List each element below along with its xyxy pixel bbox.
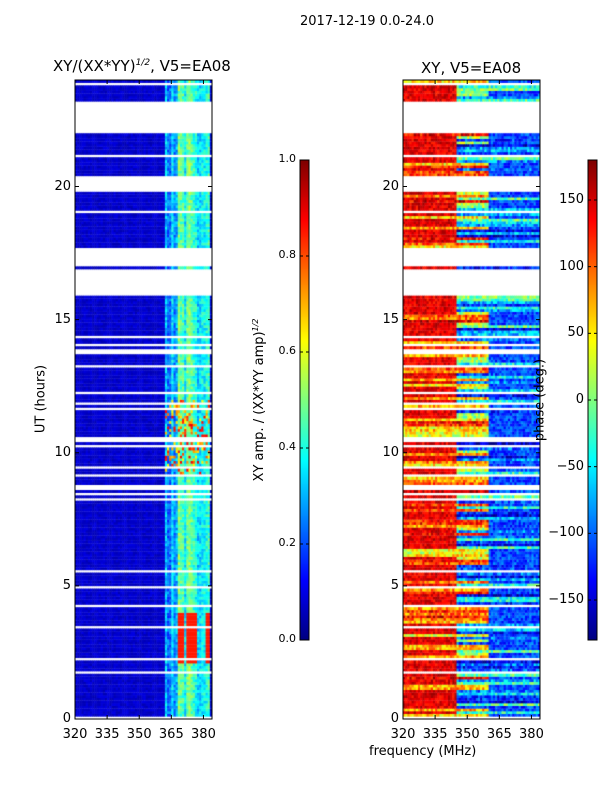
colorbar-1-tick-label: −50	[556, 458, 584, 474]
panel-0-xtick-label: 335	[94, 727, 120, 742]
colorbar-0-tick-label: 0.0	[278, 632, 297, 645]
panel-1-ytick-label: 0	[390, 711, 399, 726]
panel-1-frame	[402, 79, 541, 720]
panel-1-ytick-label: 10	[382, 444, 399, 460]
panel-0-frame	[74, 79, 213, 720]
colorbar-0-tick-label: 1.0	[278, 152, 297, 165]
panel-1-xtick-label: 335	[422, 727, 448, 742]
colorbar-0-tick-label: 0.4	[278, 440, 297, 453]
panel-1-xtick-label: 350	[454, 727, 480, 742]
panel-0-xtick-label: 380	[191, 727, 216, 742]
left-title-rest: , V5=EA08	[150, 57, 231, 75]
panel-0-ytick-label: 20	[54, 178, 71, 194]
phase-colorbar	[588, 160, 597, 640]
figure-suptitle: 2017-12-19 0.0-24.0	[300, 14, 434, 29]
panel-1-xtick-label: 380	[519, 727, 544, 742]
phase-colorbar-label: phase (deg.)	[532, 358, 548, 442]
left-panel-title: XY/(XX*YY)1/2, V5=EA08	[53, 57, 231, 75]
colorbar-1-tick-label: 0	[575, 392, 584, 407]
panel-1-xtick-label: 365	[486, 727, 512, 742]
colorbar-1-tick-label: −100	[548, 525, 584, 541]
amplitude-heatmap-image	[75, 80, 212, 719]
amplitude-colorbar-label: XY amp. / (XX*YY amp)1/2	[251, 319, 267, 482]
colorbar-0-tick-label: 0.2	[278, 536, 297, 549]
panel-1-xtick-label: 320	[390, 727, 416, 742]
panel-0-xtick-label: 350	[126, 727, 152, 742]
colorbar-0-tick-label: 0.8	[278, 248, 297, 261]
panel-1-ytick-label: 5	[390, 577, 399, 593]
phase-heatmap-image	[403, 80, 540, 719]
amplitude-colorbar	[300, 160, 309, 640]
colorbar-1-tick-label: 50	[567, 325, 584, 341]
left-ylabel: UT (hours)	[33, 364, 49, 434]
panel-0-ytick-label: 5	[62, 577, 71, 593]
panel-0-ytick-label: 15	[54, 311, 71, 327]
colorbar-0-frame	[299, 159, 310, 641]
colorbar-0-tick-label: 0.6	[278, 344, 297, 357]
colorbar-1-tick-label: −150	[548, 592, 584, 607]
left-title-main: XY/(XX*YY)	[53, 57, 136, 75]
right-panel-title: XY, V5=EA08	[421, 59, 522, 77]
panel-1-ytick-label: 20	[382, 178, 399, 194]
amp-cbar-label-main: XY amp. / (XX*YY amp)	[252, 331, 268, 482]
panel-0-xtick-label: 320	[62, 727, 88, 742]
left-title-sup: 1/2	[135, 58, 151, 68]
colorbar-1-tick-label: 150	[559, 192, 584, 207]
panel-1-ytick-label: 15	[382, 311, 399, 327]
xlabel: frequency (MHz)	[369, 744, 477, 759]
colorbar-1-tick-label: 100	[559, 258, 584, 274]
panel-0-ytick-label: 0	[62, 711, 71, 726]
panel-0-ytick-label: 10	[54, 444, 71, 460]
panel-0-xtick-label: 365	[158, 727, 184, 742]
amp-cbar-label-sup: 1/2	[250, 318, 260, 332]
